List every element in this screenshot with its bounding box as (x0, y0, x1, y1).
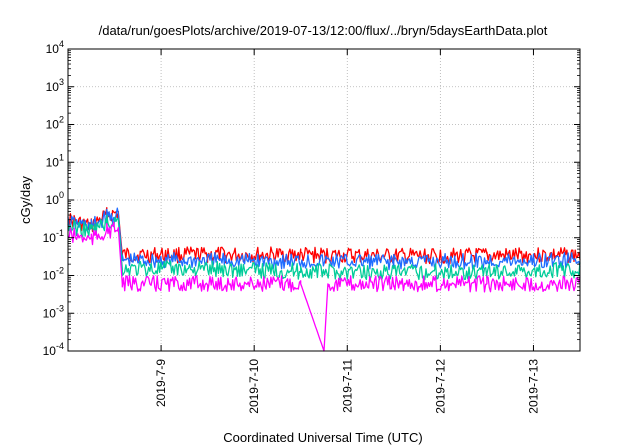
y-tick-label: 10-2 (43, 266, 64, 283)
y-tick-label: 100 (46, 190, 64, 207)
x-axis-label: Coordinated Universal Time (UTC) (223, 430, 422, 445)
series-line-0 (67, 207, 581, 265)
y-tick-label: 10-1 (43, 228, 64, 245)
x-axis: 2019-7-9 2019-7-10 2019-7-11 2019-7-12 2019-… (154, 49, 540, 414)
series-line-2 (67, 214, 581, 281)
y-axis: 10-4 10-3 10-2 10-1 100 101 102 103 104 (43, 39, 580, 358)
y-tick-label: 103 (46, 77, 64, 94)
x-tick-label: 2019-7-10 (247, 359, 261, 414)
grid-lines (68, 49, 580, 351)
x-tick-label: 2019-7-11 (340, 359, 354, 413)
y-tick-label: 10-4 (43, 341, 64, 358)
y-tick-label: 102 (46, 115, 64, 132)
x-tick-label: 2019-7-12 (433, 359, 447, 414)
x-tick-label: 2019-7-13 (526, 359, 540, 414)
y-tick-label: 104 (46, 39, 64, 56)
y-tick-label: 10-3 (43, 303, 64, 320)
chart-title: /data/run/goesPlots/archive/2019-07-13/1… (99, 23, 548, 38)
x-tick-label: 2019-7-9 (154, 359, 168, 407)
series-line-1 (67, 207, 581, 271)
series-group (67, 207, 581, 352)
series-line-3 (67, 221, 581, 352)
y-axis-label: cGy/day (18, 176, 33, 224)
y-tick-label: 101 (46, 152, 64, 169)
